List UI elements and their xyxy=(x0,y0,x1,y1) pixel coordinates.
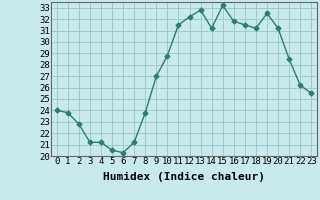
X-axis label: Humidex (Indice chaleur): Humidex (Indice chaleur) xyxy=(103,172,265,182)
